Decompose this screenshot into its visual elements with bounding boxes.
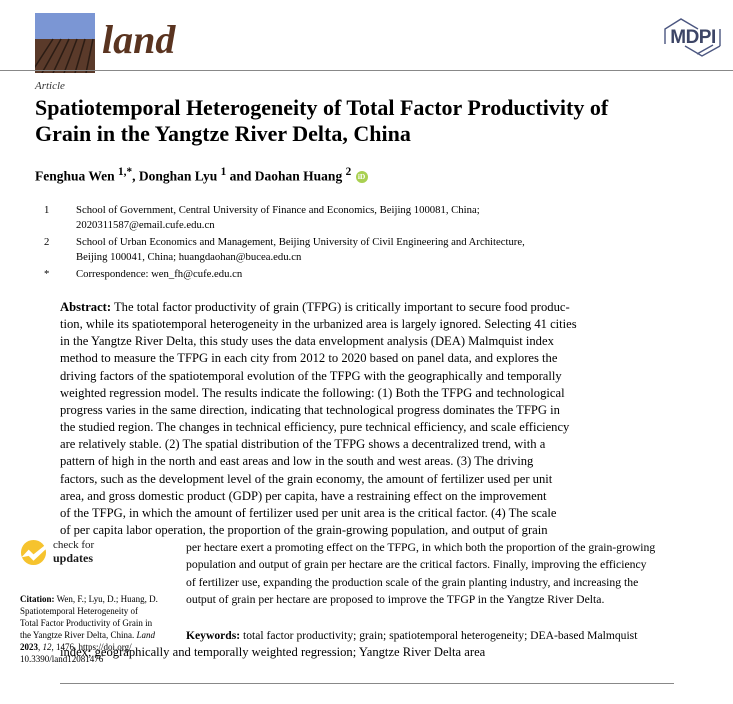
svg-text:MDPI: MDPI [670,27,716,48]
